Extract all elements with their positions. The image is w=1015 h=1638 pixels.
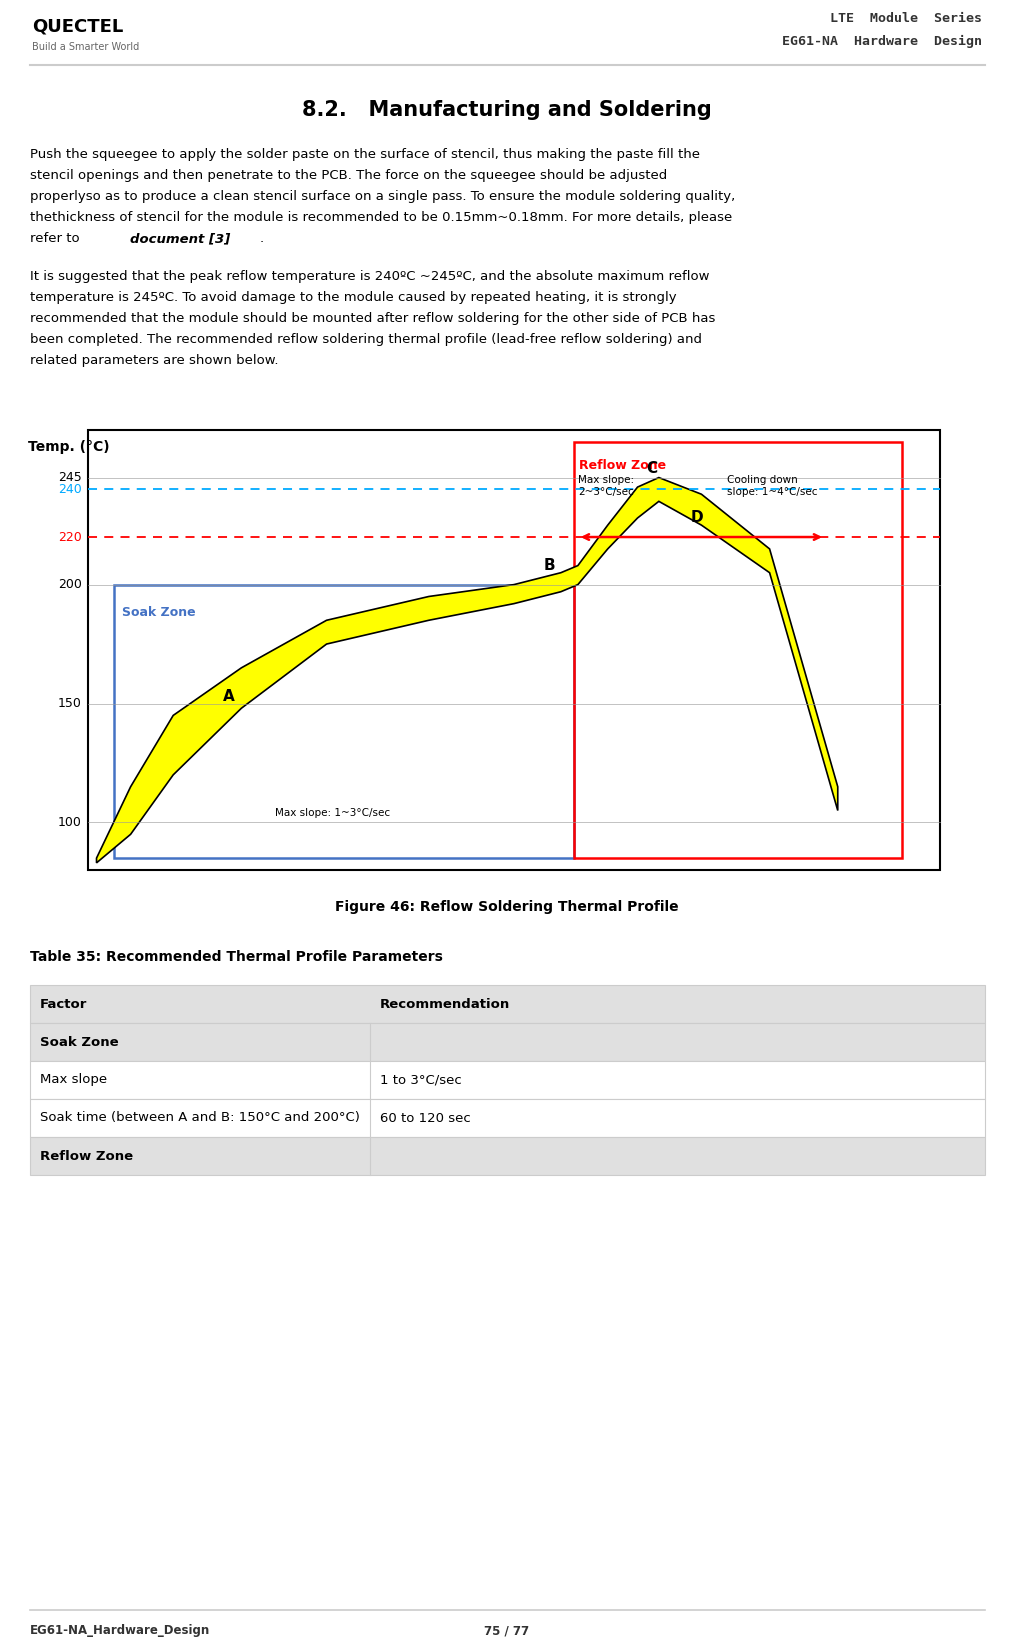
Text: 240: 240 (58, 483, 82, 496)
Text: Reflow Zone: Reflow Zone (579, 459, 666, 472)
Text: 245: 245 (58, 472, 82, 485)
Text: Soak Zone: Soak Zone (40, 1035, 119, 1048)
Text: EG61-NA  Hardware  Design: EG61-NA Hardware Design (782, 34, 982, 48)
Bar (30, 1137, 985, 1174)
Text: Factor: Factor (40, 998, 87, 1011)
Polygon shape (96, 478, 837, 863)
Text: 1 to 3°C/sec: 1 to 3°C/sec (380, 1073, 462, 1086)
Text: 8.2.   Manufacturing and Soldering: 8.2. Manufacturing and Soldering (302, 100, 712, 120)
Text: Cooling down
slope: 1~4°C/sec: Cooling down slope: 1~4°C/sec (727, 475, 817, 496)
Text: D: D (691, 511, 703, 526)
Text: B: B (543, 559, 555, 573)
Text: thethickness of stencil for the module is recommended to be 0.15mm~0.18mm. For m: thethickness of stencil for the module i… (30, 211, 732, 224)
Text: Reflow Zone: Reflow Zone (40, 1150, 133, 1163)
Text: properlyso as to produce a clean stencil surface on a single pass. To ensure the: properlyso as to produce a clean stencil… (30, 190, 735, 203)
Text: been completed. The recommended reflow soldering thermal profile (lead-free refl: been completed. The recommended reflow s… (30, 333, 702, 346)
Text: LTE  Module  Series: LTE Module Series (830, 11, 982, 25)
Text: 200: 200 (58, 578, 82, 591)
Text: refer to: refer to (30, 233, 79, 246)
Text: Soak Zone: Soak Zone (122, 606, 195, 619)
Text: document [3]: document [3] (130, 233, 230, 246)
Bar (114, 585, 573, 858)
Text: Figure 46: Reflow Soldering Thermal Profile: Figure 46: Reflow Soldering Thermal Prof… (335, 899, 679, 914)
Text: EG61-NA_Hardware_Design: EG61-NA_Hardware_Design (30, 1623, 210, 1636)
Bar (30, 984, 985, 1024)
Bar (30, 1099, 985, 1137)
Text: Max slope:
2~3°C/sec: Max slope: 2~3°C/sec (578, 475, 634, 496)
Text: Soak time (between A and B: 150°C and 200°C): Soak time (between A and B: 150°C and 20… (40, 1112, 360, 1125)
Text: recommended that the module should be mounted after reflow soldering for the oth: recommended that the module should be mo… (30, 311, 716, 324)
Text: stencil openings and then penetrate to the PCB. The force on the squeegee should: stencil openings and then penetrate to t… (30, 169, 667, 182)
Text: A: A (222, 690, 234, 704)
Bar (88, 431, 940, 870)
Bar (573, 442, 901, 858)
Text: Recommendation: Recommendation (380, 998, 511, 1011)
Text: Max slope: 1~3°C/sec: Max slope: 1~3°C/sec (275, 808, 391, 817)
Text: 220: 220 (58, 531, 82, 544)
Text: Push the squeegee to apply the solder paste on the surface of stencil, thus maki: Push the squeegee to apply the solder pa… (30, 147, 700, 161)
Text: 150: 150 (58, 698, 82, 709)
Text: 75 / 77: 75 / 77 (484, 1623, 530, 1636)
Text: 60 to 120 sec: 60 to 120 sec (380, 1112, 471, 1125)
Text: temperature is 245ºC. To avoid damage to the module caused by repeated heating, : temperature is 245ºC. To avoid damage to… (30, 292, 677, 305)
Text: C: C (647, 460, 657, 475)
Text: QUECTEL: QUECTEL (32, 18, 123, 36)
Text: .: . (260, 233, 264, 246)
Text: related parameters are shown below.: related parameters are shown below. (30, 354, 278, 367)
Text: Max slope: Max slope (40, 1073, 108, 1086)
Text: Temp. (°C): Temp. (°C) (28, 441, 110, 454)
Text: Table 35: Recommended Thermal Profile Parameters: Table 35: Recommended Thermal Profile Pa… (30, 950, 443, 965)
Text: It is suggested that the peak reflow temperature is 240ºC ~245ºC, and the absolu: It is suggested that the peak reflow tem… (30, 270, 709, 283)
Bar (30, 1061, 985, 1099)
Bar (30, 1024, 985, 1061)
Text: 100: 100 (58, 816, 82, 829)
Text: Build a Smarter World: Build a Smarter World (32, 43, 139, 52)
